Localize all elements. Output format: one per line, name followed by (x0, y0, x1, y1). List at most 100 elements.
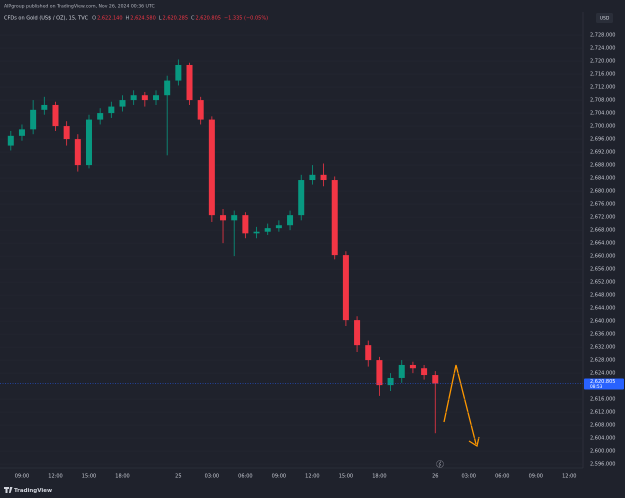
x-tick-label: 15:00 (339, 474, 353, 480)
y-tick-label: 2,688.000 (590, 163, 615, 169)
candle-body (398, 364, 405, 378)
x-tick-label: 15:00 (82, 474, 96, 480)
x-tick-label: 12:00 (305, 474, 319, 480)
ohlc-value: −1.335 (−0.05%) (224, 16, 268, 22)
candle-body (331, 180, 338, 256)
candle-body (309, 174, 316, 181)
candle-body (253, 231, 260, 234)
x-tick-label: 03:00 (462, 474, 476, 480)
y-tick-label: 2,648.000 (590, 293, 615, 299)
x-tick-label: 25 (175, 474, 181, 480)
candle-body (231, 215, 238, 221)
candle-body (409, 364, 416, 369)
candle-body (387, 377, 394, 386)
x-tick-label: 12:00 (562, 474, 576, 480)
x-tick-label: 06:00 (495, 474, 509, 480)
currency[interactable]: USD (600, 16, 610, 22)
y-tick-label: 2,696.000 (590, 137, 615, 143)
candle-body (354, 320, 361, 346)
projection-arrow (443, 364, 477, 445)
y-tick-label: 2,720.000 (590, 59, 615, 65)
candle-body (376, 360, 383, 386)
y-tick-label: 2,724.000 (590, 46, 615, 52)
y-tick-label: 2,692.000 (590, 150, 615, 156)
candle-body (186, 64, 193, 101)
y-tick-label: 2,712.000 (590, 85, 615, 91)
last-price-label: 2,620.805 (590, 379, 615, 385)
ohlc-key: C (191, 16, 195, 22)
y-tick-label: 2,700.000 (590, 124, 615, 130)
y-tick-label: 2,708.000 (590, 98, 615, 104)
x-tick-label: 09:00 (529, 474, 543, 480)
y-tick-label: 2,656.000 (590, 267, 615, 273)
candle-body (220, 215, 227, 221)
candle-body (365, 345, 372, 361)
candle-body (119, 100, 126, 107)
candle-body (208, 119, 215, 216)
y-tick-label: 2,632.000 (590, 345, 615, 351)
ohlc-value: 2,622.140 (97, 16, 122, 22)
x-tick-label: 06:00 (238, 474, 252, 480)
y-tick-label: 2,608.000 (590, 423, 615, 429)
x-tick-label: 09:00 (272, 474, 286, 480)
candle-body (275, 225, 282, 229)
candle-body (7, 135, 14, 146)
ohlc-value: 2,620.285 (163, 16, 188, 22)
y-tick-label: 2,628.000 (590, 358, 615, 364)
currency-button[interactable] (596, 13, 613, 23)
candle-body (41, 104, 48, 110)
last-price-tag (584, 378, 624, 390)
x-tick-label: 09:00 (15, 474, 29, 480)
y-tick-label: 2,668.000 (590, 228, 615, 234)
candle-body (52, 104, 59, 127)
ohlc-value: 2,620.805 (196, 16, 221, 22)
candle-body (264, 228, 271, 232)
candle-body (164, 80, 171, 96)
y-tick-label: 2,616.000 (590, 397, 615, 403)
candle-body (242, 215, 249, 234)
candle-body (30, 109, 37, 130)
y-tick-label: 2,716.000 (590, 72, 615, 78)
candle-body (108, 106, 115, 114)
x-tick-label: 03:00 (205, 474, 219, 480)
candle-body (97, 113, 104, 120)
y-tick-label: 2,680.000 (590, 189, 615, 195)
candle-body (175, 64, 182, 81)
candle-body (421, 368, 428, 376)
candle-body (153, 95, 160, 101)
y-tick-label: 2,660.000 (590, 254, 615, 260)
y-tick-label: 2,624.000 (590, 371, 615, 377)
candle-body (432, 375, 439, 384)
symbol: CFDs on Gold (US$ / OZ), 15, TVC (4, 16, 89, 22)
y-tick-label: 2,600.000 (590, 449, 615, 455)
x-tick-label: 18:00 (372, 474, 386, 480)
y-tick-label: 2,672.000 (590, 215, 615, 221)
candle-body (298, 180, 305, 216)
y-tick-label: 2,612.000 (590, 410, 615, 416)
y-tick-label: 2,684.000 (590, 176, 615, 182)
candle-body (287, 215, 294, 226)
brand: TradingView (14, 488, 52, 494)
y-tick-label: 2,604.000 (590, 436, 615, 442)
y-tick-label: 2,644.000 (590, 306, 615, 312)
y-tick-label: 2,704.000 (590, 111, 615, 117)
countdown: 08:53 (590, 384, 603, 390)
candle-body (63, 126, 70, 140)
y-tick-label: 2,640.000 (590, 319, 615, 325)
candle-body (74, 139, 81, 166)
y-tick-label: 2,676.000 (590, 202, 615, 208)
candle-body (141, 95, 148, 101)
arrow-head (468, 436, 480, 448)
candle-body (18, 129, 25, 136)
y-tick-label: 2,728.000 (590, 33, 615, 39)
ohlc-value: 2,624.580 (130, 16, 155, 22)
ohlc-key: O (92, 16, 96, 22)
candle-body (197, 100, 204, 120)
y-tick-label: 2,664.000 (590, 241, 615, 247)
x-tick-label: 26 (432, 474, 438, 480)
y-tick-label: 2,636.000 (590, 332, 615, 338)
y-tick-label: 2,652.000 (590, 280, 615, 286)
candle-body (130, 95, 137, 101)
